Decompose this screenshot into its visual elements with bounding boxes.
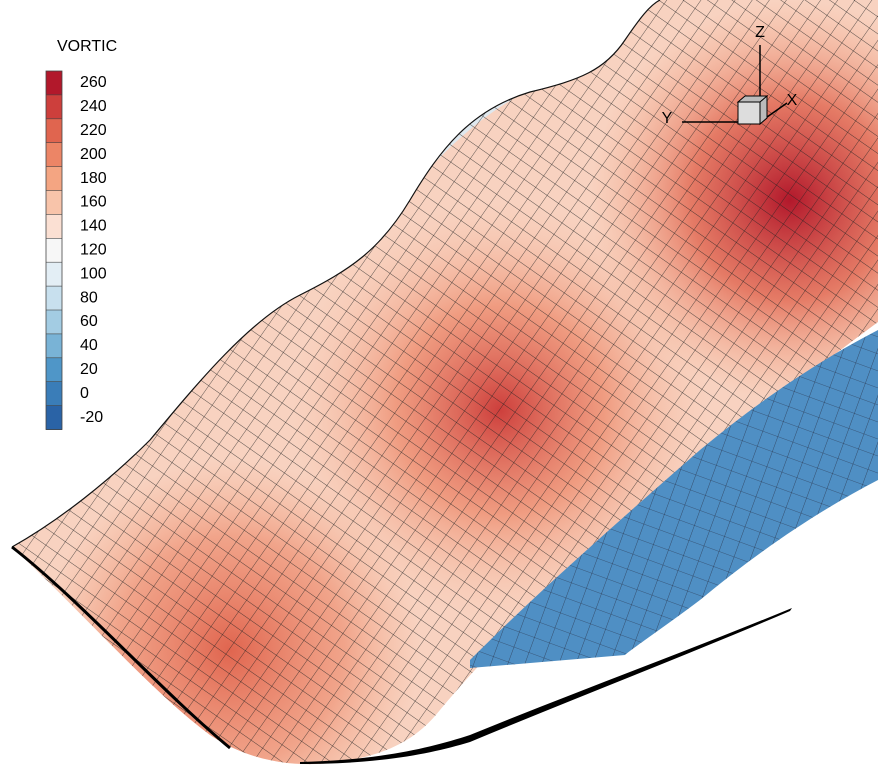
surface-edge — [11, 0, 661, 548]
legend-swatch — [46, 238, 62, 263]
legend-swatch — [46, 333, 62, 359]
legend-label: 240 — [80, 98, 107, 115]
axis-label: Z — [755, 24, 765, 41]
legend-swatch — [46, 142, 62, 168]
legend-swatch — [46, 286, 62, 311]
legend-swatch — [46, 166, 62, 191]
legend-label: 40 — [80, 337, 98, 354]
legend-label: 160 — [80, 194, 107, 211]
legend-label: 140 — [80, 218, 107, 235]
legend-label: 200 — [80, 146, 107, 163]
legend-label: 120 — [80, 241, 107, 258]
axis-label: X — [787, 92, 798, 109]
legend-frame — [45, 70, 63, 430]
axis-label: Y — [662, 110, 673, 127]
lower-surface — [470, 330, 878, 668]
legend-swatch — [46, 310, 62, 335]
legend-label: 180 — [80, 170, 107, 187]
legend-title: VORTIC — [57, 38, 117, 55]
legend-label: 0 — [80, 385, 89, 402]
foil-edge-left — [11, 545, 231, 750]
legend-swatch — [46, 71, 62, 96]
legend-swatch — [46, 214, 62, 239]
legend-swatch — [46, 94, 62, 120]
legend-label: 220 — [80, 122, 107, 139]
legend-swatch — [46, 190, 62, 215]
legend-label: 60 — [80, 313, 98, 330]
legend-swatch — [46, 262, 62, 287]
legend-label: 100 — [80, 265, 107, 282]
legend-swatch — [46, 118, 62, 144]
legend-swatch — [46, 381, 62, 407]
legend-label: -20 — [80, 409, 103, 426]
legend-label: 20 — [80, 361, 98, 378]
legend-label: 80 — [80, 289, 98, 306]
axis-triad: Z Y X — [662, 24, 798, 127]
legend-swatch — [46, 357, 62, 383]
legend: VORTIC 260240220200180160140120100806040… — [45, 38, 117, 430]
legend-swatch — [46, 405, 62, 430]
legend-label: 260 — [80, 74, 107, 91]
